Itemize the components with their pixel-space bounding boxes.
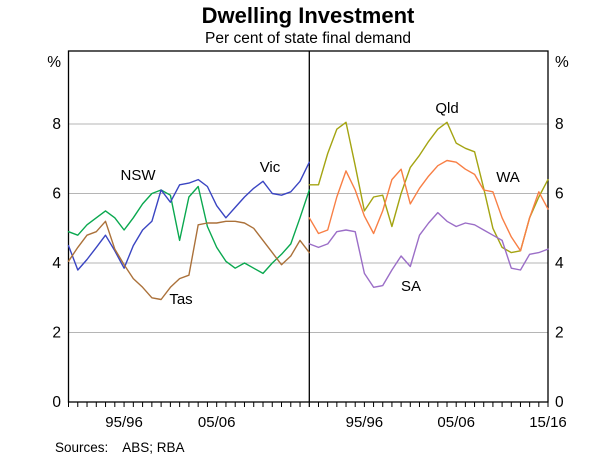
y-axis-unit-right: %	[555, 54, 569, 71]
chart-subtitle: Per cent of state final demand	[205, 30, 411, 47]
source-value: ABS; RBA	[122, 440, 185, 455]
y-tick-label-left: 2	[52, 325, 61, 342]
plot-frame	[67, 50, 549, 403]
series-line-vic	[67, 161, 310, 271]
x-tick-label: 95/96	[105, 414, 143, 431]
y-axis-unit-left: %	[47, 54, 61, 71]
series-line-nsw	[67, 185, 310, 275]
y-tick-label-right: 6	[555, 186, 564, 203]
series-label-nsw: NSW	[121, 167, 157, 184]
y-tick-label-right: 2	[555, 325, 564, 342]
y-tick-label-right: 8	[555, 116, 564, 133]
series-line-tas	[67, 220, 310, 301]
x-tick-label: 15/16	[529, 414, 567, 431]
chart-title: Dwelling Investment	[201, 3, 415, 28]
series-label-sa: SA	[401, 278, 421, 295]
series-line-sa	[308, 211, 549, 288]
y-tick-label-left: 0	[52, 394, 61, 411]
source-note: Sources: ABS; RBA	[55, 440, 185, 455]
series-label-tas: Tas	[169, 291, 192, 308]
y-tick-label-left: 4	[52, 255, 61, 272]
y-tick-label-right: 4	[555, 255, 564, 272]
series-label-wa: WA	[496, 169, 520, 186]
y-tick-label-right: 0	[555, 394, 564, 411]
series-line-wa	[308, 159, 549, 252]
source-label: Sources:	[55, 440, 109, 455]
y-tick-label-left: 6	[52, 186, 61, 203]
series-line-qld	[308, 121, 549, 254]
y-tick-label-left: 8	[52, 116, 61, 133]
x-tick-label: 05/06	[198, 414, 236, 431]
series-label-vic: Vic	[260, 159, 281, 176]
x-tick-label: 05/06	[437, 414, 475, 431]
series-label-qld: Qld	[435, 100, 458, 117]
x-tick-label: 95/96	[346, 414, 384, 431]
